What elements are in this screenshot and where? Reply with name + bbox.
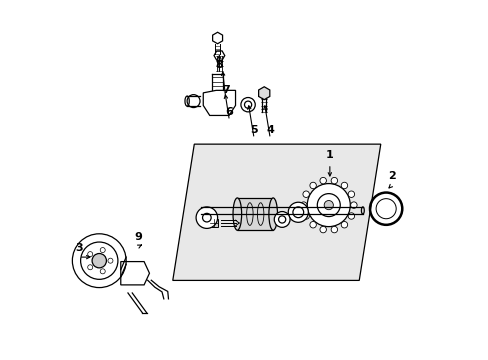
Text: 2: 2 [387, 171, 395, 181]
Circle shape [302, 213, 309, 219]
Circle shape [347, 213, 354, 219]
Circle shape [92, 253, 106, 268]
Circle shape [87, 265, 93, 270]
Circle shape [350, 202, 356, 208]
Text: 6: 6 [225, 107, 233, 117]
Circle shape [274, 212, 289, 227]
Polygon shape [258, 87, 269, 100]
Circle shape [341, 182, 347, 189]
Circle shape [309, 221, 316, 228]
Text: 5: 5 [250, 125, 258, 135]
Text: 9: 9 [135, 232, 142, 242]
Circle shape [100, 248, 105, 253]
Text: 4: 4 [266, 125, 274, 135]
Circle shape [287, 202, 308, 222]
Circle shape [306, 184, 349, 226]
Circle shape [324, 201, 333, 210]
Text: 1: 1 [325, 150, 333, 160]
Text: 7: 7 [222, 85, 229, 95]
Circle shape [319, 177, 326, 184]
Circle shape [341, 221, 347, 228]
Circle shape [319, 226, 326, 233]
Circle shape [317, 194, 340, 217]
Ellipse shape [268, 198, 277, 230]
Circle shape [100, 269, 105, 274]
Circle shape [330, 226, 337, 233]
Circle shape [87, 252, 93, 257]
Circle shape [330, 177, 337, 184]
Circle shape [347, 191, 354, 197]
Circle shape [108, 258, 113, 263]
Text: 3: 3 [75, 243, 82, 253]
Ellipse shape [233, 198, 241, 230]
Bar [209, 219, 218, 227]
Text: 8: 8 [215, 60, 223, 70]
Circle shape [309, 182, 316, 189]
Circle shape [72, 234, 126, 288]
Circle shape [302, 191, 309, 197]
Circle shape [196, 207, 217, 228]
Circle shape [241, 98, 255, 112]
Ellipse shape [361, 207, 364, 214]
Circle shape [300, 202, 306, 208]
Bar [237, 198, 273, 230]
Polygon shape [172, 144, 380, 280]
